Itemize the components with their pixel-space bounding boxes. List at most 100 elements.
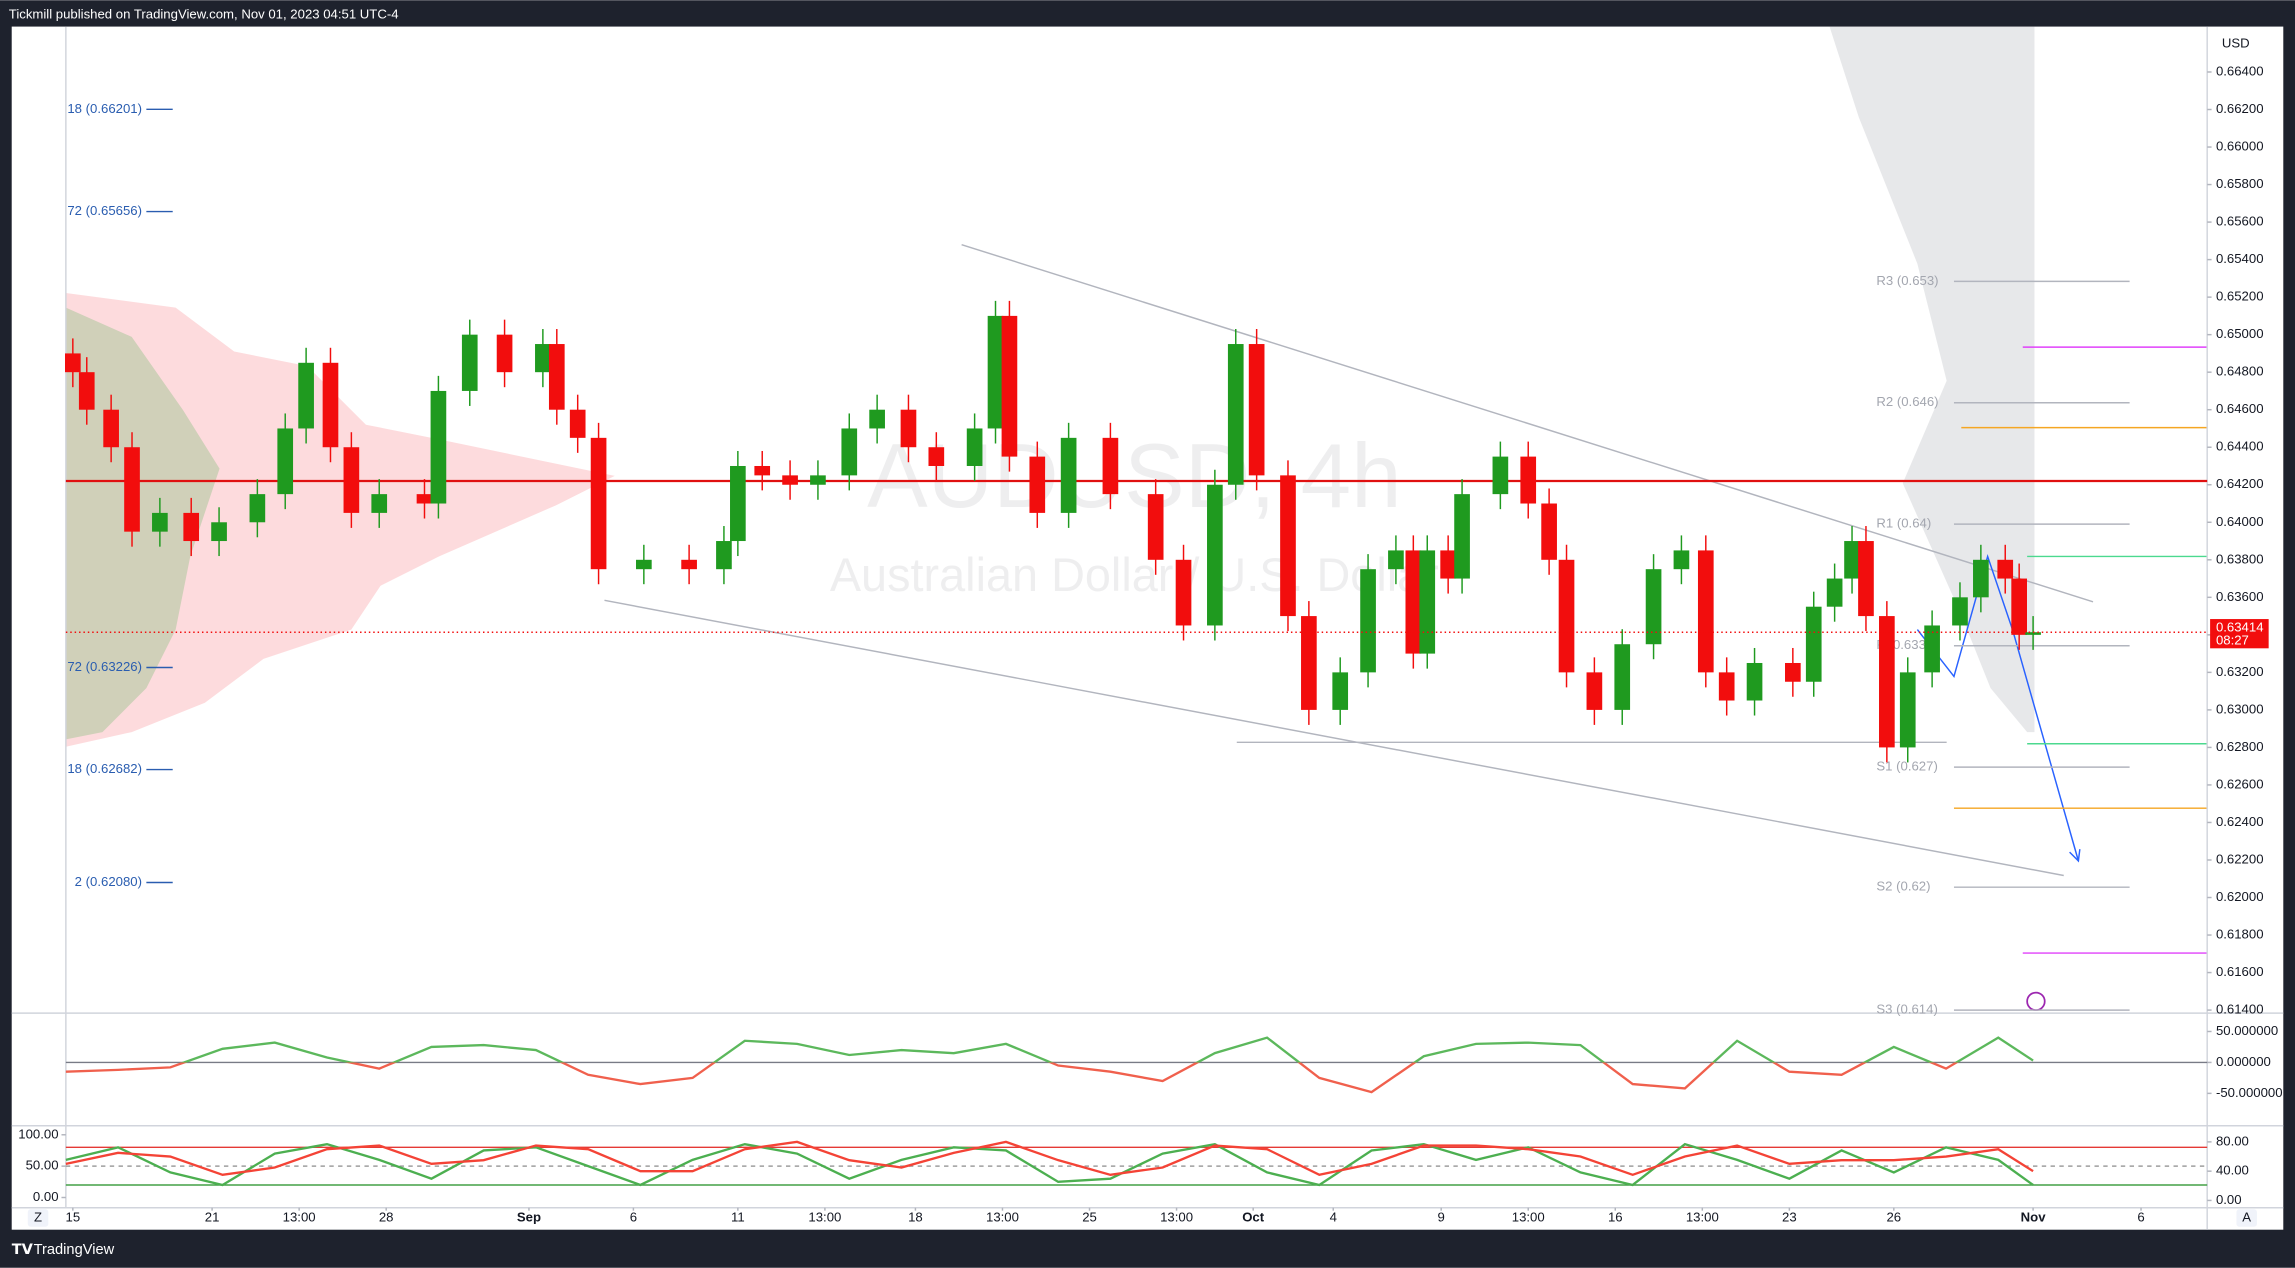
candle-body	[124, 447, 140, 532]
y-tick-label: 100.00	[18, 1126, 58, 1141]
auto-scale-button[interactable]	[2236, 1209, 2257, 1227]
candle-body	[782, 475, 798, 485]
pivot-label: S3 (0.614)	[1876, 1002, 1937, 1017]
y-tick-label: 0.63600	[2216, 589, 2264, 604]
candle-body	[1541, 503, 1557, 560]
y-tick-label: 0.00	[33, 1189, 59, 1204]
x-tick-label: Sep	[517, 1209, 541, 1224]
fib-label: 2 (0.62080)	[75, 874, 142, 889]
candle-body	[1520, 456, 1537, 504]
watermark-description: Australian Dollar / U.S. Dollar	[830, 549, 1439, 601]
candle-body	[590, 437, 607, 570]
candle-body	[928, 447, 945, 466]
y-tick-label: 0.61400	[2216, 1002, 2264, 1017]
x-tick-label: 4	[1330, 1209, 1337, 1224]
candle-body	[1492, 456, 1509, 495]
pivot-label: S2 (0.62)	[1876, 879, 1930, 894]
y-tick-label: 0.000000	[2216, 1054, 2271, 1069]
candle-body	[298, 362, 314, 429]
candle-body	[636, 559, 652, 570]
y-tick-label: 0.65400	[2216, 251, 2264, 266]
y-tick-label: 0.65200	[2216, 289, 2264, 304]
candle-body	[183, 512, 200, 542]
chart-area	[11, 26, 2284, 1230]
candle-body	[103, 409, 119, 448]
candle-body	[1614, 644, 1631, 710]
candle-body	[1227, 344, 1244, 485]
auto-scale-label: A	[2242, 1209, 2251, 1224]
y-tick-label: 40.00	[2216, 1163, 2249, 1178]
candle-body	[900, 409, 917, 448]
candle-body	[1844, 541, 1860, 579]
y-tick-label: 0.62600	[2216, 776, 2264, 791]
candle-body	[1360, 569, 1376, 673]
x-tick-label: 23	[1782, 1209, 1797, 1224]
candle-body	[1858, 541, 1874, 617]
x-tick-label: 16	[1608, 1209, 1623, 1224]
candle-body	[371, 494, 388, 513]
candle-body	[1301, 616, 1317, 710]
y-tick-label: 0.64400	[2216, 439, 2264, 454]
y-tick-label: 50.00	[26, 1158, 59, 1173]
candle-body	[1558, 559, 1575, 673]
candle-body	[1826, 578, 1843, 607]
x-tick-label: 13:00	[1160, 1209, 1193, 1224]
candle-body	[1207, 484, 1223, 626]
projection-arrow	[1916, 553, 2080, 862]
watermark-symbol: AUDUSD, 4h	[867, 426, 1401, 527]
x-tick-label: 6	[630, 1209, 637, 1224]
y-tick-label: 0.61600	[2216, 964, 2264, 979]
candle-body	[1718, 672, 1735, 701]
x-tick-label: 25	[1082, 1209, 1097, 1224]
candle-body	[1175, 559, 1192, 626]
candle-body	[416, 494, 433, 504]
publisher: Tickmill published on TradingView.com, N…	[9, 6, 399, 21]
candle-body	[569, 409, 586, 438]
candle-body	[1147, 494, 1164, 560]
candle-body	[1029, 456, 1046, 513]
candle-body	[1419, 550, 1436, 654]
x-tick-label: 6	[2137, 1209, 2144, 1224]
y-tick-label: 0.64600	[2216, 401, 2264, 416]
candle-body	[1405, 550, 1422, 654]
x-tick-label: 18	[908, 1209, 923, 1224]
countdown-label: 08:27	[2216, 632, 2249, 647]
y-tick-label: 0.62200	[2216, 851, 2264, 866]
candle-body	[1060, 437, 1077, 513]
x-tick-label: 11	[731, 1209, 745, 1224]
pivot-label: R2 (0.646)	[1876, 394, 1938, 409]
y-tick-label: 0.63000	[2216, 701, 2264, 716]
candle-body	[1454, 494, 1470, 579]
candle-body	[152, 512, 168, 532]
candle-body	[1697, 550, 1714, 673]
fib-label: 18 (0.62682)	[67, 761, 142, 776]
candle-body	[1997, 559, 2014, 579]
zoom-button[interactable]	[27, 1209, 49, 1227]
x-tick-label: 13:00	[1512, 1209, 1545, 1224]
candle-body	[869, 409, 885, 429]
pivot-label: R3 (0.653)	[1876, 273, 1938, 288]
candle-body	[730, 465, 746, 542]
fib-label: 72 (0.63226)	[67, 659, 142, 674]
candle-body	[841, 428, 858, 476]
x-tick-label: 13:00	[986, 1209, 1019, 1224]
x-tick-label: Oct	[1242, 1209, 1265, 1224]
x-tick-label: 13:00	[283, 1209, 316, 1224]
volume-profile-shade	[65, 292, 615, 747]
y-tick-label: 0.64000	[2216, 514, 2264, 529]
x-tick-label: Nov	[2021, 1209, 2047, 1224]
y-tick-label: 80.00	[2216, 1133, 2249, 1148]
trend-line	[961, 243, 2094, 603]
y-tick-label: 0.64800	[2216, 364, 2264, 379]
last-price-label: 0.63414	[2216, 619, 2264, 634]
candle-body	[1785, 662, 1801, 682]
candle-body	[535, 344, 551, 373]
candle-body	[1248, 344, 1265, 476]
pivot-label: R1 (0.64)	[1876, 516, 1931, 531]
x-tick-label: 15	[66, 1209, 81, 1224]
zoom-label: Z	[34, 1209, 42, 1224]
candle-body	[681, 559, 697, 570]
candle-body	[1388, 550, 1404, 570]
